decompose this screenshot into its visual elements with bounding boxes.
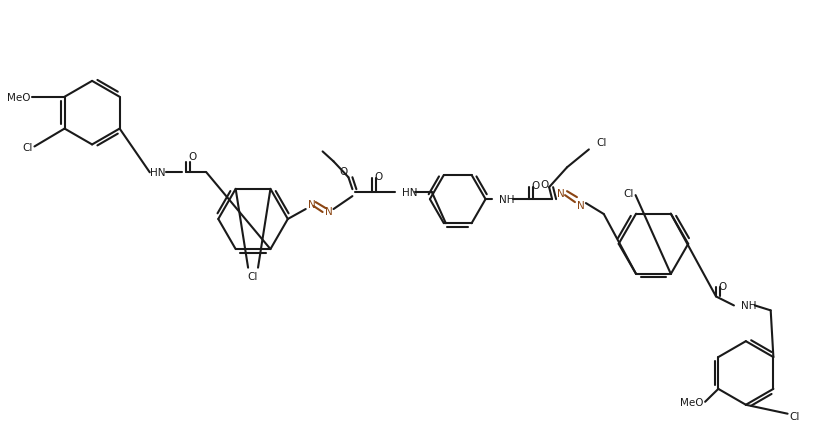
Text: O: O bbox=[374, 172, 383, 182]
Text: HN: HN bbox=[150, 168, 165, 178]
Text: O: O bbox=[718, 281, 726, 291]
Text: Cl: Cl bbox=[789, 411, 800, 421]
Text: N: N bbox=[577, 200, 585, 211]
Text: Cl: Cl bbox=[623, 189, 633, 199]
Text: Cl: Cl bbox=[22, 143, 32, 153]
Text: O: O bbox=[540, 180, 549, 190]
Text: HN: HN bbox=[402, 188, 417, 198]
Text: NH: NH bbox=[741, 301, 756, 311]
Text: NH: NH bbox=[500, 195, 515, 205]
Text: O: O bbox=[339, 167, 348, 177]
Text: O: O bbox=[531, 181, 540, 191]
Text: MeO: MeO bbox=[7, 92, 31, 102]
Text: N: N bbox=[325, 206, 333, 217]
Text: O: O bbox=[188, 152, 197, 162]
Text: N: N bbox=[557, 189, 565, 199]
Text: MeO: MeO bbox=[680, 397, 703, 407]
Text: Cl: Cl bbox=[597, 138, 608, 148]
Text: Cl: Cl bbox=[248, 271, 258, 281]
Text: N: N bbox=[308, 200, 315, 209]
